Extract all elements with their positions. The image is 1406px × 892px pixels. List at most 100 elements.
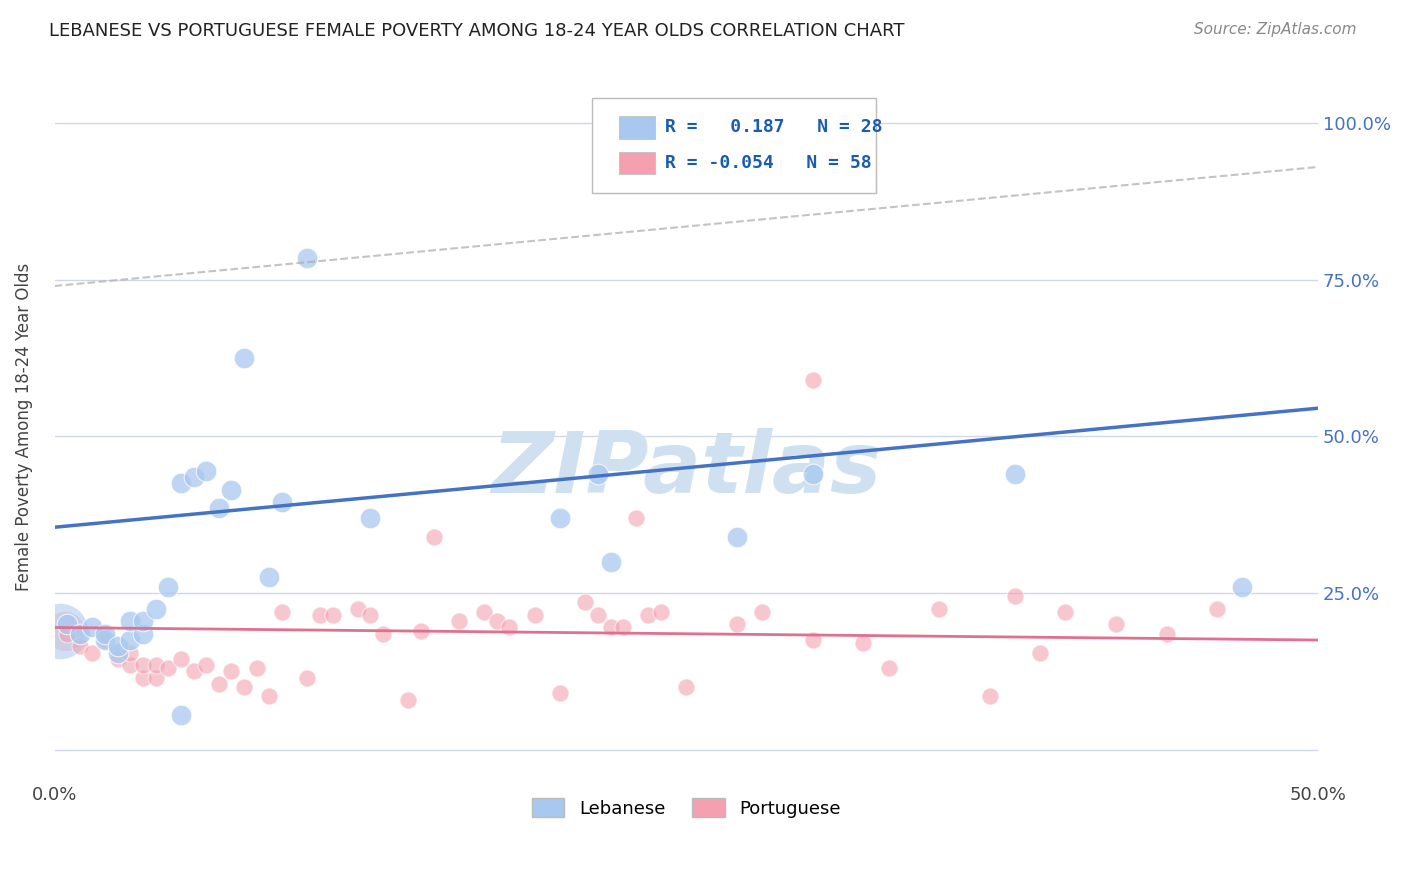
Point: [297, 251, 319, 265]
Point: [586, 607, 609, 622]
Point: [82, 646, 104, 660]
Point: [120, 658, 142, 673]
Point: [132, 614, 155, 628]
Point: [120, 633, 142, 648]
Point: [1156, 626, 1178, 640]
Point: [599, 620, 621, 634]
Point: [1054, 605, 1077, 619]
Point: [979, 690, 1001, 704]
Point: [322, 607, 344, 622]
Point: [53, 624, 76, 638]
Point: [82, 620, 104, 634]
Point: [132, 626, 155, 640]
Point: [548, 686, 571, 700]
Point: [751, 605, 773, 619]
Point: [157, 661, 180, 675]
Point: [612, 620, 634, 634]
Point: [56, 626, 79, 640]
Point: [599, 555, 621, 569]
Point: [852, 636, 875, 650]
Point: [1029, 646, 1052, 660]
Point: [801, 467, 824, 481]
Point: [877, 661, 900, 675]
Text: ZIPatlas: ZIPatlas: [491, 428, 882, 511]
Point: [371, 626, 394, 640]
Point: [498, 620, 520, 634]
Point: [1004, 589, 1026, 603]
Point: [183, 665, 205, 679]
Point: [548, 511, 571, 525]
Point: [170, 708, 193, 723]
Point: [396, 692, 419, 706]
Point: [801, 633, 824, 648]
Point: [725, 617, 748, 632]
Point: [309, 607, 332, 622]
Text: R =   0.187   N = 28: R = 0.187 N = 28: [665, 119, 883, 136]
Point: [271, 495, 294, 509]
Point: [624, 511, 647, 525]
Point: [120, 646, 142, 660]
Point: [94, 633, 117, 648]
Point: [120, 614, 142, 628]
Point: [675, 680, 697, 694]
Point: [523, 607, 546, 622]
Point: [233, 680, 256, 694]
Point: [208, 677, 231, 691]
Point: [233, 351, 256, 365]
Point: [221, 483, 243, 497]
Text: Source: ZipAtlas.com: Source: ZipAtlas.com: [1194, 22, 1357, 37]
Point: [1004, 467, 1026, 481]
Point: [650, 605, 672, 619]
Point: [145, 601, 167, 615]
Point: [107, 652, 129, 666]
Point: [259, 690, 281, 704]
Point: [637, 607, 659, 622]
Text: LEBANESE VS PORTUGUESE FEMALE POVERTY AMONG 18-24 YEAR OLDS CORRELATION CHART: LEBANESE VS PORTUGUESE FEMALE POVERTY AM…: [49, 22, 904, 40]
FancyBboxPatch shape: [592, 98, 876, 194]
Point: [928, 601, 950, 615]
Point: [94, 626, 117, 640]
Point: [48, 624, 70, 638]
Point: [1206, 601, 1229, 615]
Point: [725, 116, 748, 130]
Point: [221, 665, 243, 679]
Point: [69, 626, 91, 640]
Point: [447, 614, 470, 628]
Point: [359, 607, 381, 622]
Point: [472, 605, 495, 619]
Point: [801, 373, 824, 387]
Point: [297, 671, 319, 685]
Point: [132, 658, 155, 673]
Legend: Lebanese, Portuguese: Lebanese, Portuguese: [524, 791, 848, 825]
Point: [422, 530, 444, 544]
Y-axis label: Female Poverty Among 18-24 Year Olds: Female Poverty Among 18-24 Year Olds: [15, 263, 32, 591]
Bar: [620, 116, 655, 139]
Point: [586, 467, 609, 481]
Point: [56, 617, 79, 632]
Point: [107, 646, 129, 660]
Point: [1232, 580, 1254, 594]
Point: [145, 658, 167, 673]
Point: [409, 624, 432, 638]
Point: [359, 511, 381, 525]
Point: [246, 661, 269, 675]
Point: [485, 614, 508, 628]
Point: [145, 671, 167, 685]
Point: [738, 116, 761, 130]
Point: [725, 530, 748, 544]
Point: [94, 633, 117, 648]
Point: [574, 595, 596, 609]
Point: [271, 605, 294, 619]
Point: [107, 640, 129, 654]
Bar: [620, 152, 655, 174]
Point: [1105, 617, 1128, 632]
Point: [259, 570, 281, 584]
Point: [195, 464, 218, 478]
Text: R = -0.054   N = 58: R = -0.054 N = 58: [665, 154, 872, 172]
Point: [170, 476, 193, 491]
Point: [183, 470, 205, 484]
Point: [132, 671, 155, 685]
Point: [208, 501, 231, 516]
Point: [346, 601, 368, 615]
Point: [69, 640, 91, 654]
